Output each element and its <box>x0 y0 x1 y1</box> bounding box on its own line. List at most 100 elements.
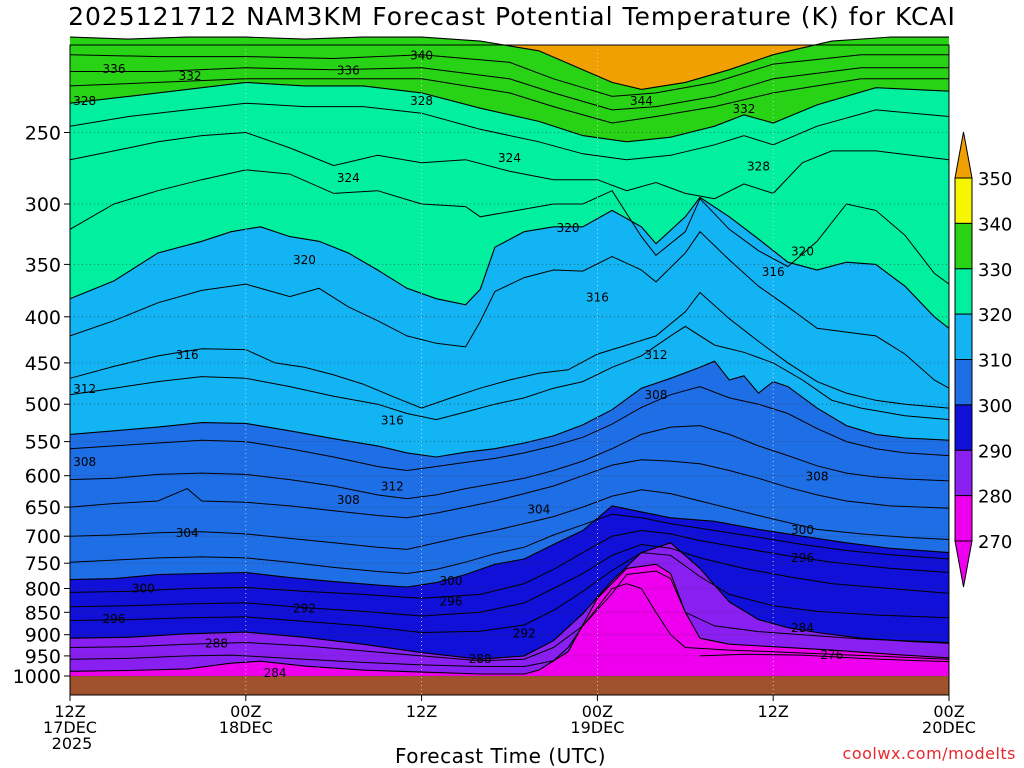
ground-strip <box>70 676 949 695</box>
contour-line <box>69 425 950 500</box>
x-tick-label: 20DEC <box>922 718 976 737</box>
y-tick-label: 250 <box>25 123 61 145</box>
contour-line-280 <box>69 563 950 675</box>
contour-label: 308 <box>337 493 360 507</box>
contour-label: 296 <box>103 612 126 626</box>
x-tick-label: 00Z <box>582 702 613 721</box>
contour-label: 320 <box>557 221 580 235</box>
contour-label: 288 <box>469 652 492 666</box>
contour-label: 288 <box>205 637 228 651</box>
x-tick-label: 12Z <box>406 702 437 721</box>
contour-label: 300 <box>791 523 814 537</box>
contour-label: 328 <box>747 160 770 174</box>
y-tick-label: 900 <box>25 625 61 647</box>
contour-line <box>69 102 950 161</box>
colorbar-swatch <box>954 540 973 588</box>
contour-line-330 <box>69 81 950 143</box>
contour-label: 332 <box>732 102 755 116</box>
contour-line <box>70 67 949 111</box>
colorbar-swatch <box>954 313 973 361</box>
y-tick-label: 950 <box>25 646 61 668</box>
colorbar-label: 320 <box>978 305 1012 326</box>
contour-label: 320 <box>293 253 316 267</box>
contour-line <box>69 386 950 472</box>
x-tick-label: 18DEC <box>219 718 273 737</box>
x-tick-label: 00Z <box>933 702 964 721</box>
contour-label: 332 <box>179 69 202 83</box>
contour-line-320 <box>69 196 950 329</box>
x-tick-label: 12Z <box>758 702 789 721</box>
contour-label: 296 <box>439 595 462 609</box>
source-credit[interactable]: coolwx.com/modelts <box>842 744 1016 763</box>
y-tick-label: 400 <box>25 307 61 329</box>
contour-label: 336 <box>337 64 360 78</box>
contour-label: 308 <box>645 388 668 402</box>
colorbar-label: 340 <box>978 214 1012 235</box>
colorbar-label: 310 <box>978 351 1012 372</box>
contour-label: 316 <box>586 291 609 305</box>
colorbar-swatch <box>954 222 973 270</box>
chart-title: 2025121712 NAM3KM Forecast Potential Tem… <box>68 2 956 31</box>
colorbar-swatch <box>954 131 973 179</box>
contour-label: 324 <box>337 171 360 185</box>
colorbar-label: 270 <box>978 532 1012 553</box>
contour-label: 300 <box>132 582 155 596</box>
contour-label: 308 <box>73 455 96 469</box>
y-tick-label: 600 <box>25 466 61 488</box>
contour-label: 340 <box>410 49 433 63</box>
band-fill-290 <box>70 542 949 676</box>
colorbar-swatch <box>954 177 973 224</box>
contour-line <box>69 325 950 421</box>
contour-label: 328 <box>73 94 96 108</box>
colorbar-label: 290 <box>978 441 1012 462</box>
y-tick-label: 350 <box>25 254 61 276</box>
contour-label: 304 <box>527 502 550 516</box>
contour-label: 336 <box>103 62 126 76</box>
y-tick-label: 500 <box>25 394 61 416</box>
x-tick-label: 2025 <box>52 734 93 753</box>
x-tick-label: 17DEC <box>43 718 97 737</box>
y-tick-label: 850 <box>25 602 61 624</box>
band-fill-280 <box>70 564 949 676</box>
y-tick-label: 450 <box>25 353 61 375</box>
contour-line <box>69 583 950 667</box>
contour-label: 316 <box>381 414 404 428</box>
contour-label: 284 <box>791 621 814 635</box>
y-tick-label: 300 <box>25 194 61 216</box>
colorbar-label: 330 <box>978 260 1012 281</box>
contour-label: 316 <box>176 348 199 362</box>
plot-frame <box>69 44 950 696</box>
colorbar-swatch <box>954 268 973 315</box>
contour-label: 320 <box>791 245 814 259</box>
y-tick-label: 800 <box>25 579 61 601</box>
colorbar-label: 280 <box>978 487 1012 508</box>
y-tick-label: 750 <box>25 553 61 575</box>
contour-line <box>69 489 950 550</box>
colorbar-swatch <box>954 404 973 451</box>
x-tick-label: 00Z <box>230 702 261 721</box>
contour-line <box>69 459 950 519</box>
colorbar-swatch <box>954 449 973 497</box>
band-fill-270 <box>685 657 949 676</box>
contour-line-300 <box>69 505 950 588</box>
contour-line <box>69 291 950 409</box>
contour-label: 300 <box>439 574 462 588</box>
y-tick-label: 550 <box>25 432 61 454</box>
contour-label: 292 <box>293 602 316 616</box>
contour-label: 284 <box>264 666 287 680</box>
colorbar-swatch <box>954 495 973 542</box>
contour-line <box>699 653 950 663</box>
y-tick-label: 650 <box>25 497 61 519</box>
colorbar-swatch <box>954 359 973 406</box>
x-tick-label: 19DEC <box>570 718 624 737</box>
contour-label: 308 <box>806 470 829 484</box>
y-tick-label: 1000 <box>13 666 61 688</box>
contour-label: 296 <box>791 551 814 565</box>
contour-label: 328 <box>410 94 433 108</box>
contour-line <box>69 552 950 634</box>
contour-label: 276 <box>820 648 843 662</box>
x-axis-title: Forecast Time (UTC) <box>395 744 607 768</box>
contour-label: 312 <box>381 479 404 493</box>
contour-label: 304 <box>176 526 199 540</box>
